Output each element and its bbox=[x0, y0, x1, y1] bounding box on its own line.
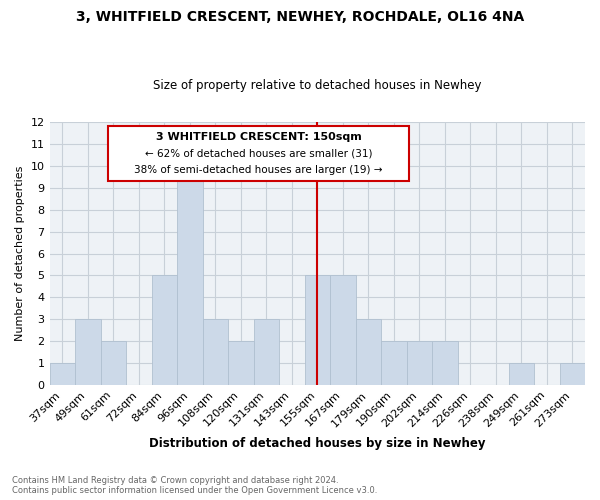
Bar bbox=[509, 363, 534, 385]
Text: Contains HM Land Registry data © Crown copyright and database right 2024.
Contai: Contains HM Land Registry data © Crown c… bbox=[12, 476, 377, 495]
Bar bbox=[75, 319, 101, 385]
Bar bbox=[254, 319, 279, 385]
X-axis label: Distribution of detached houses by size in Newhey: Distribution of detached houses by size … bbox=[149, 437, 485, 450]
Bar bbox=[152, 276, 177, 385]
Bar bbox=[101, 341, 126, 385]
FancyBboxPatch shape bbox=[108, 126, 409, 182]
Bar bbox=[177, 166, 203, 385]
Bar bbox=[432, 341, 458, 385]
Text: 3, WHITFIELD CRESCENT, NEWHEY, ROCHDALE, OL16 4NA: 3, WHITFIELD CRESCENT, NEWHEY, ROCHDALE,… bbox=[76, 10, 524, 24]
Text: ← 62% of detached houses are smaller (31): ← 62% of detached houses are smaller (31… bbox=[145, 148, 373, 158]
Bar bbox=[228, 341, 254, 385]
Bar bbox=[203, 319, 228, 385]
Y-axis label: Number of detached properties: Number of detached properties bbox=[15, 166, 25, 342]
Bar bbox=[50, 363, 75, 385]
Bar bbox=[305, 276, 330, 385]
Bar bbox=[560, 363, 585, 385]
Bar bbox=[356, 319, 381, 385]
Bar bbox=[330, 276, 356, 385]
Bar bbox=[381, 341, 407, 385]
Text: 38% of semi-detached houses are larger (19) →: 38% of semi-detached houses are larger (… bbox=[134, 165, 383, 175]
Bar bbox=[407, 341, 432, 385]
Title: Size of property relative to detached houses in Newhey: Size of property relative to detached ho… bbox=[153, 79, 482, 92]
Text: 3 WHITFIELD CRESCENT: 150sqm: 3 WHITFIELD CRESCENT: 150sqm bbox=[156, 132, 362, 142]
